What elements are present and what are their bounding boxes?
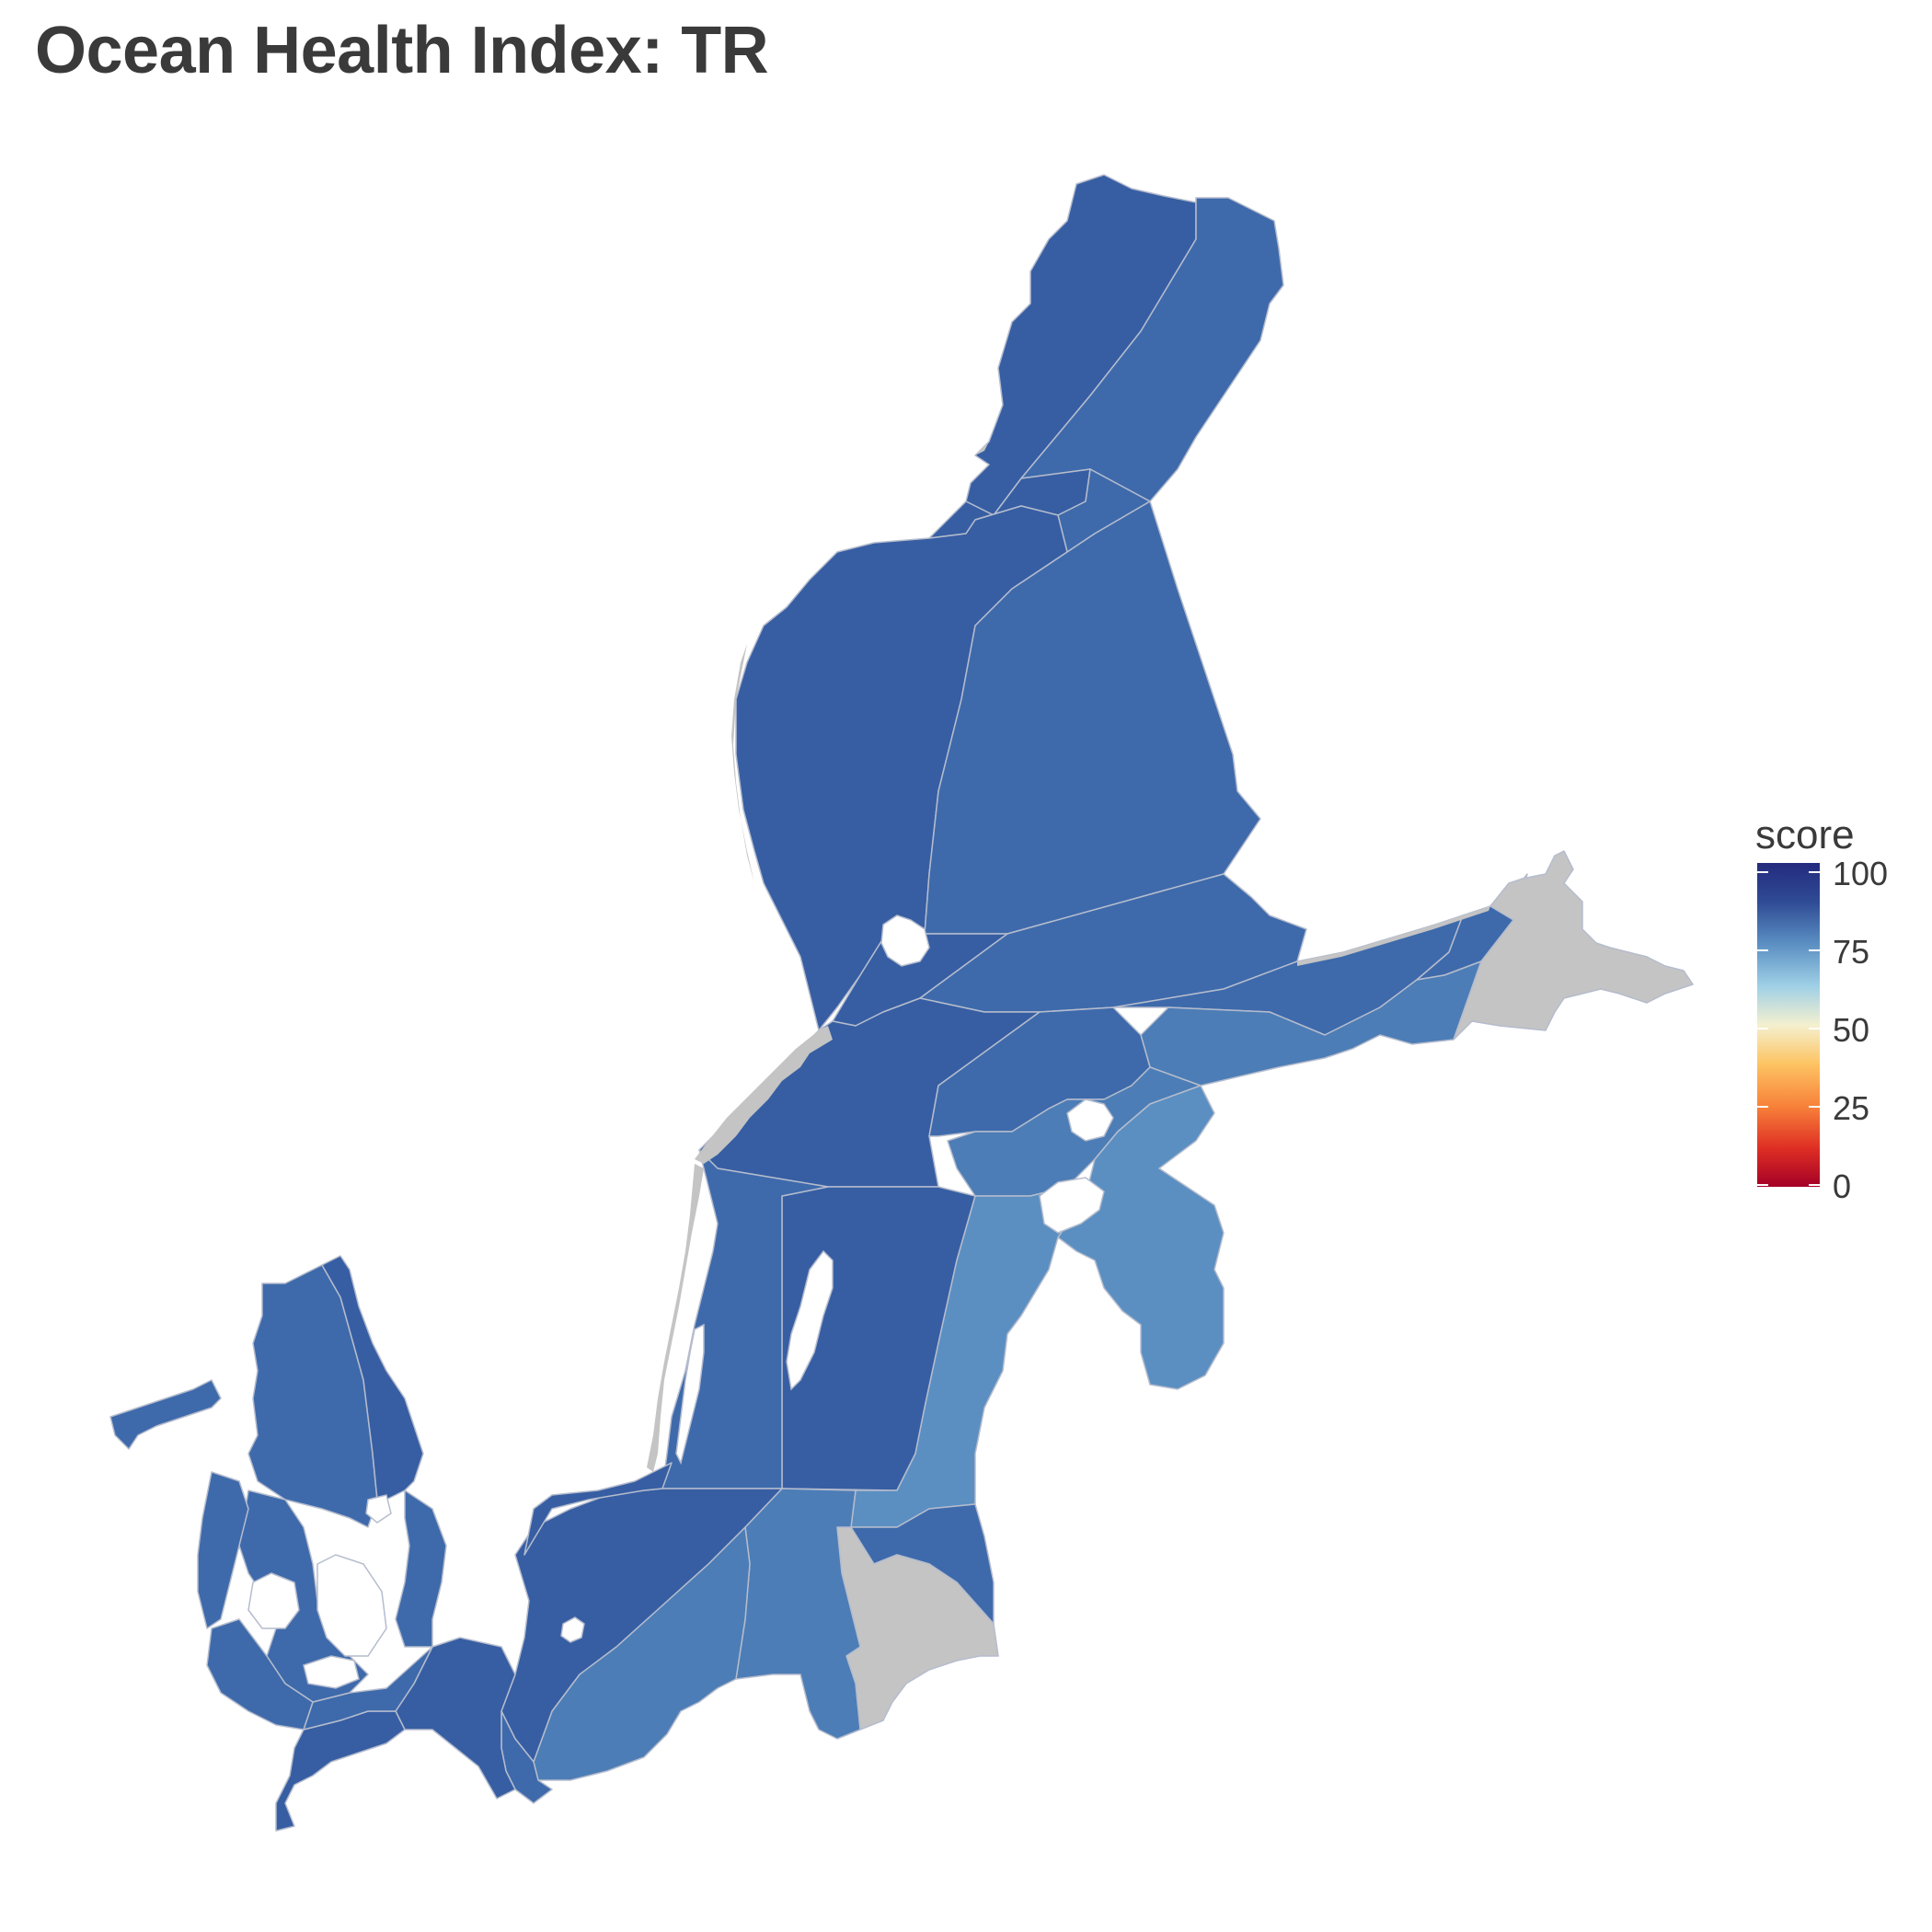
island-hiiumaa	[1066, 1098, 1114, 1142]
island-zealand	[316, 1554, 387, 1657]
island-aland	[880, 914, 930, 967]
region-arkona-basin[interactable]	[395, 1637, 516, 1800]
island-oland	[675, 1323, 705, 1466]
island-small-danish	[365, 1494, 392, 1524]
region-little-belt[interactable]	[206, 1618, 314, 1731]
region-south-funen-archipelago[interactable]	[197, 1471, 249, 1629]
region-polish-eez-east[interactable]	[735, 1488, 861, 1740]
region-western-gotland-basin[interactable]	[661, 1149, 829, 1489]
region-bothnian-bay-east[interactable]	[1020, 197, 1284, 502]
region-kattegat-east[interactable]	[321, 1255, 424, 1501]
region-kiel-bay[interactable]	[275, 1710, 406, 1832]
island-saaremaa	[1039, 1177, 1105, 1234]
coast-swedish-east	[647, 1164, 704, 1472]
region-great-belt[interactable]	[238, 1489, 369, 1703]
region-fehmarn-belt[interactable]	[303, 1646, 433, 1731]
island-funen	[247, 1572, 300, 1629]
island-lolland	[303, 1655, 360, 1689]
region-bothnian-sea-east[interactable]	[924, 500, 1261, 935]
region-limfjord[interactable]	[109, 1379, 222, 1450]
region-bothnian-bay-west[interactable]	[965, 174, 1197, 516]
region-eastern-gulf-of-finland-no-data[interactable]	[1453, 850, 1694, 1041]
island-bornholm	[560, 1616, 585, 1643]
region-hano-bay[interactable]	[523, 1462, 673, 1556]
map-title: Ocean Health Index: TR	[35, 14, 769, 87]
region-the-sound[interactable]	[395, 1489, 447, 1648]
island-gotland	[786, 1249, 834, 1391]
coast-swedish-archipelago	[695, 1026, 833, 1164]
region-gulf-of-riga[interactable]	[1057, 1085, 1225, 1390]
coast-finnish-south	[1297, 906, 1490, 966]
